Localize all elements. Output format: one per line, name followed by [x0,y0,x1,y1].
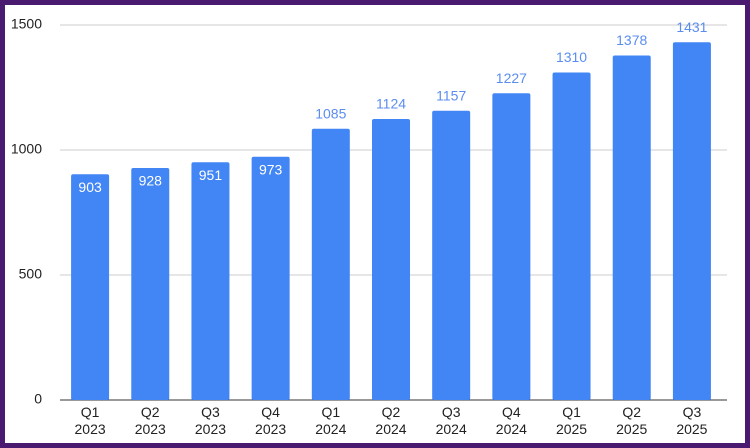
data-label: 973 [259,161,283,177]
bar [372,119,410,400]
data-label: 1157 [436,87,466,103]
y-tick-label: 0 [34,391,42,407]
data-label: 1378 [616,32,647,48]
chart: 0 500 1000 1500 903 928 951 973 1085 1124 1157 1227… [11,16,727,407]
y-tick-label: 500 [19,266,43,282]
bar [311,128,350,400]
data-label: 1431 [676,19,707,35]
data-label: 928 [139,173,163,189]
bar [612,55,651,400]
x-tick-label: Q4 2024 [495,404,527,437]
bar [492,93,531,400]
x-tick-label: Q3 2025 [676,404,708,437]
y-tick-label: 1000 [11,141,42,157]
bar [191,162,230,400]
x-tick-label: Q1 2024 [315,404,347,437]
x-tick-label: Q1 2025 [555,404,588,437]
data-label: 1085 [315,105,346,121]
data-label: 951 [199,167,223,183]
data-label: 1310 [556,49,587,65]
x-tick-label: Q1 2023 [74,404,106,437]
x-tick-label: Q2 2025 [616,404,648,437]
bar [432,110,471,400]
bar [71,174,110,400]
bar [251,156,290,400]
y-tick-label: 1500 [11,16,42,32]
x-tick-label: Q2 2023 [134,404,166,437]
bar [131,168,170,400]
x-tick-label: Q3 2024 [435,404,467,437]
x-tick-label: Q3 2023 [194,404,227,437]
data-label: 903 [78,179,102,195]
data-label: 1227 [496,70,527,86]
data-label: 1124 [376,96,406,112]
x-tick-label: Q4 2023 [255,404,287,437]
x-tick-label: Q2 2024 [375,404,407,437]
bar [552,72,591,400]
bar [672,42,711,400]
